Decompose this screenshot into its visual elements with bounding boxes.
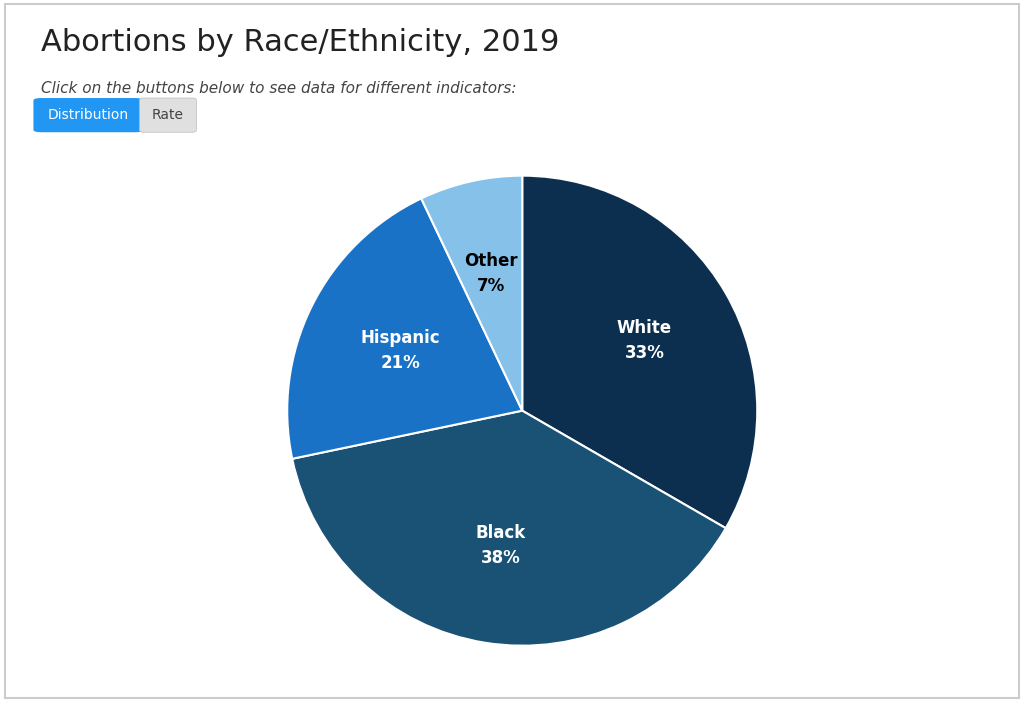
Text: White
33%: White 33% (616, 319, 672, 362)
Text: Distribution: Distribution (47, 108, 129, 122)
Text: Click on the buttons below to see data for different indicators:: Click on the buttons below to see data f… (41, 81, 516, 95)
Text: Hispanic
21%: Hispanic 21% (360, 329, 440, 371)
Text: Other
7%: Other 7% (464, 251, 518, 295)
Text: Black
38%: Black 38% (475, 524, 526, 567)
Wedge shape (292, 411, 726, 646)
Text: Abortions by Race/Ethnicity, 2019: Abortions by Race/Ethnicity, 2019 (41, 28, 559, 57)
Wedge shape (287, 199, 522, 459)
Wedge shape (522, 176, 758, 528)
Text: Rate: Rate (152, 108, 184, 122)
Wedge shape (421, 176, 522, 411)
FancyBboxPatch shape (34, 98, 142, 132)
FancyBboxPatch shape (5, 4, 1019, 698)
FancyBboxPatch shape (139, 98, 197, 132)
